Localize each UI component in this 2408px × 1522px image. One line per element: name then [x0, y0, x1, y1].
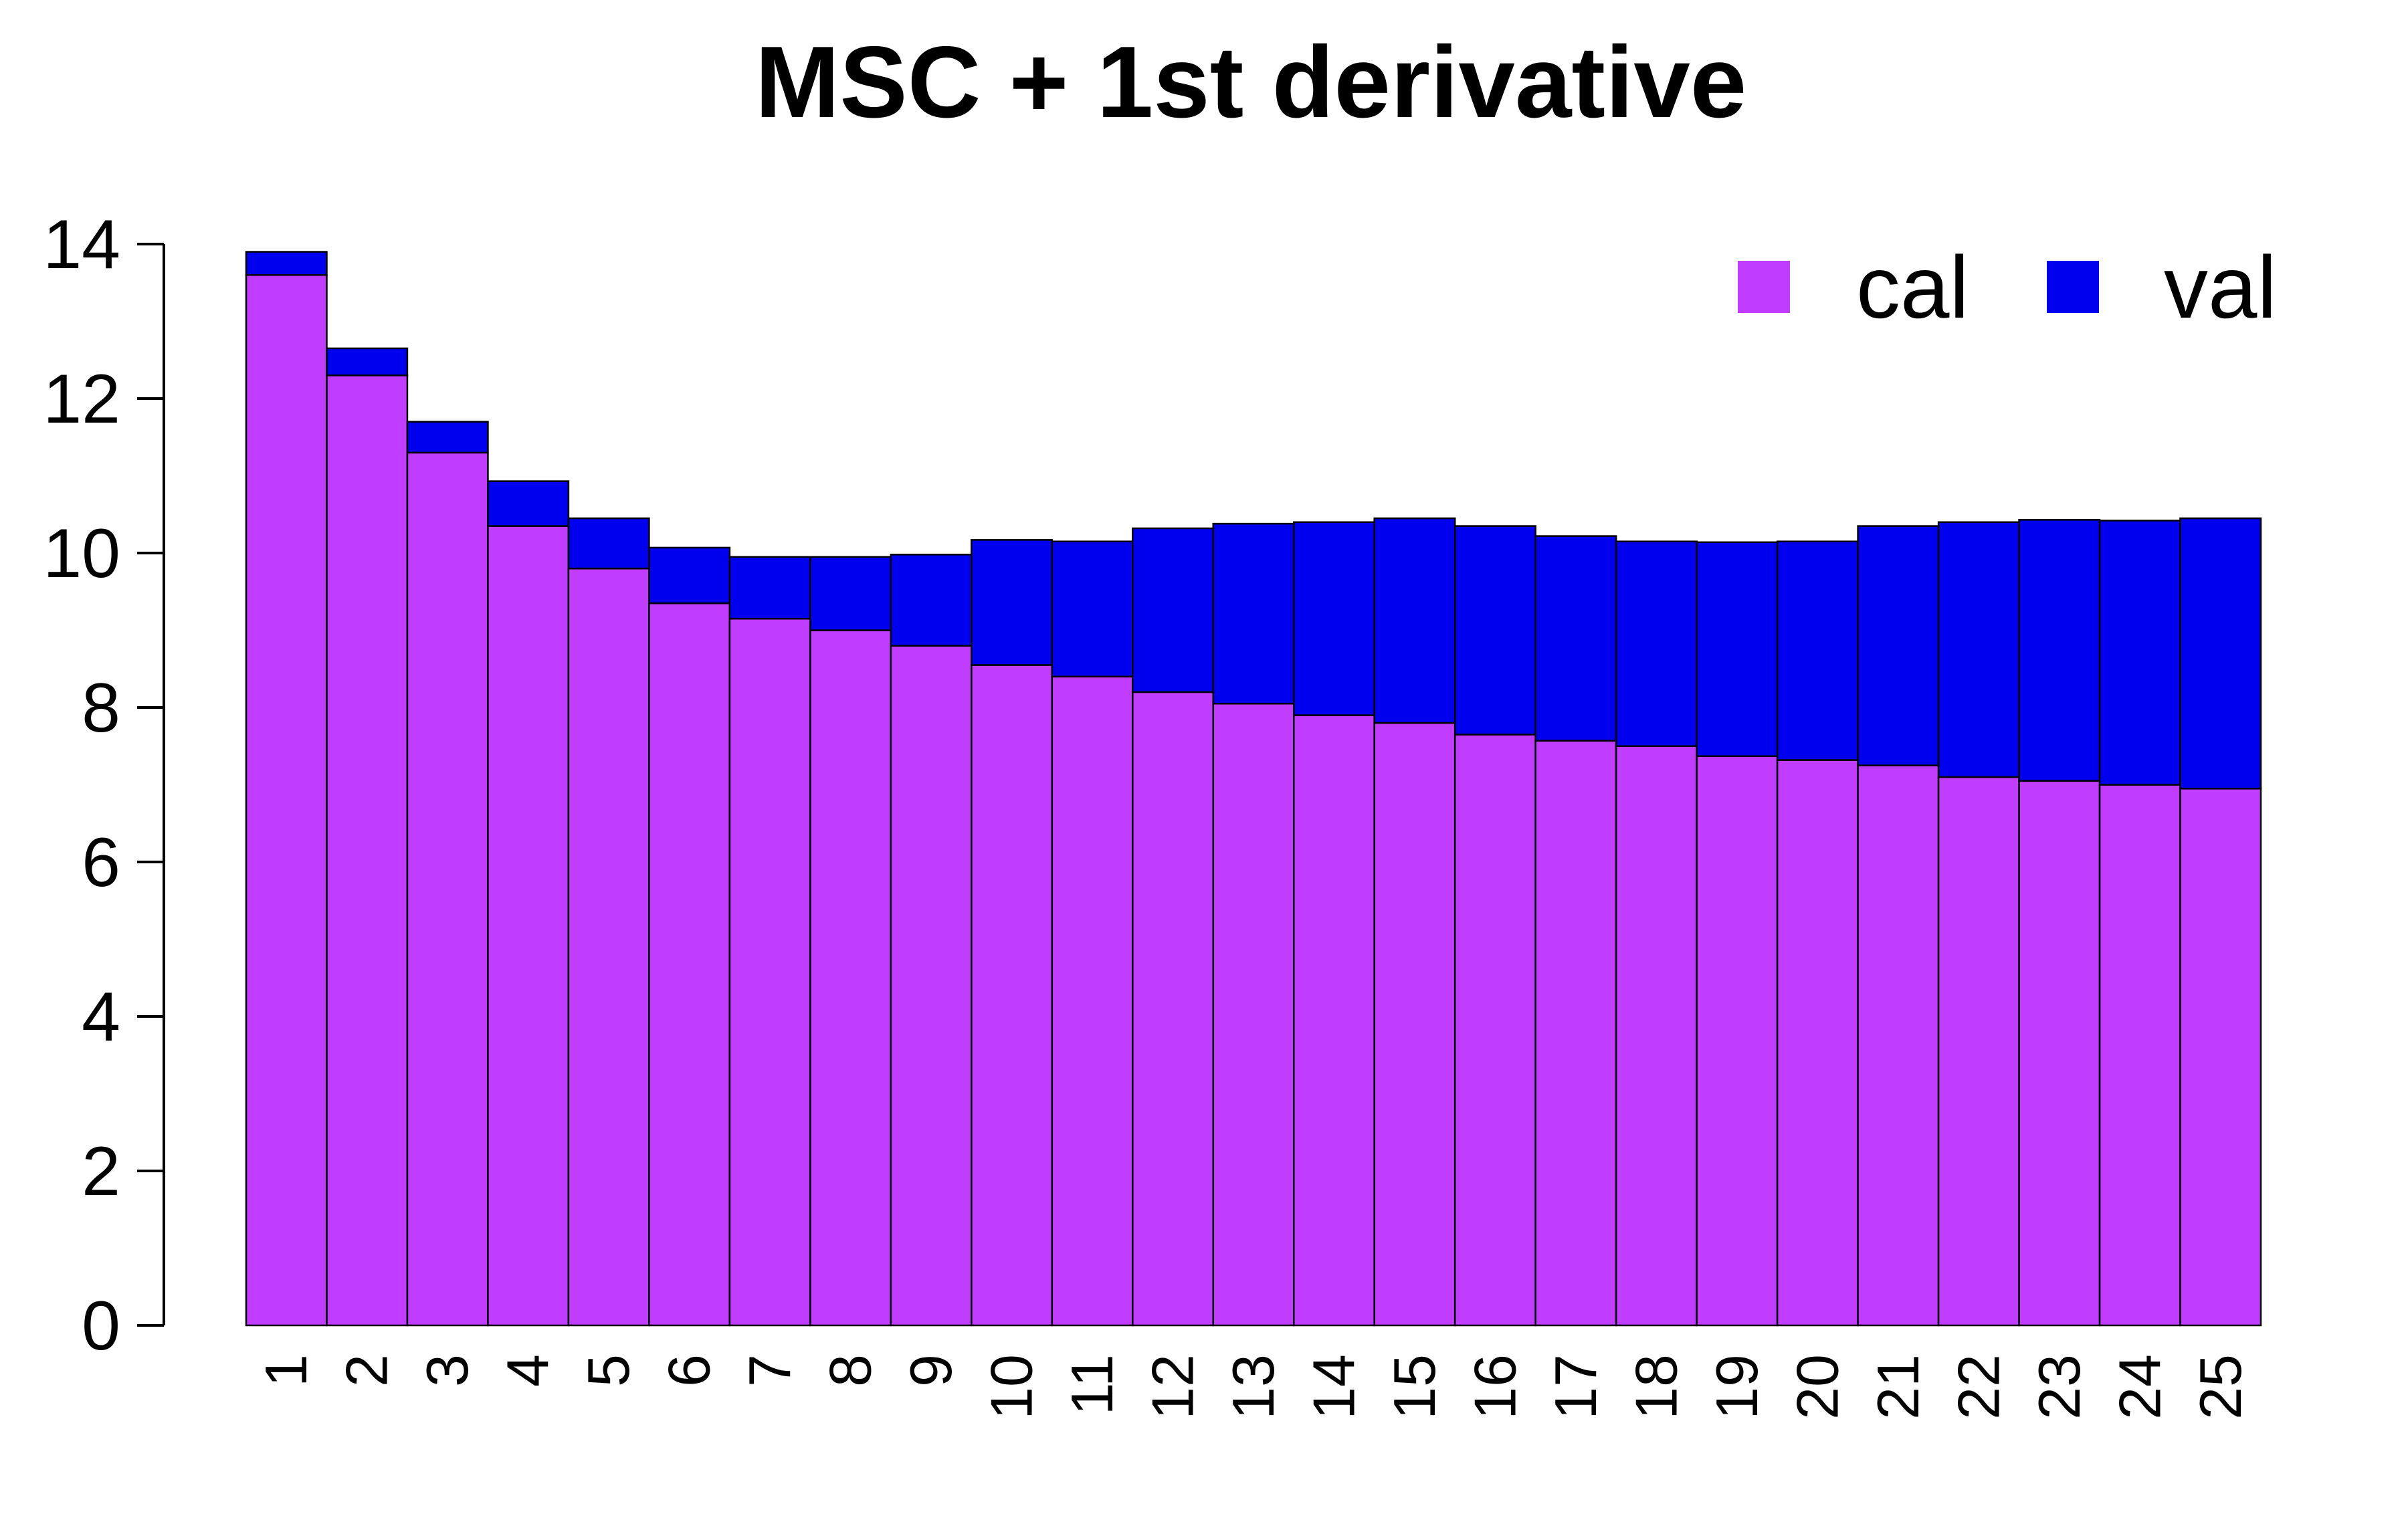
bar-val-13: [1212, 522, 1295, 705]
bar-val-2: [326, 347, 409, 376]
bar-val-24: [2098, 520, 2181, 786]
y-tick-label: 2: [82, 1133, 120, 1210]
legend-swatch-cal: [1738, 261, 1790, 313]
bar-cal-15: [1373, 722, 1456, 1327]
bar-cal-2: [326, 374, 409, 1327]
bar-cal-20: [1776, 759, 1859, 1327]
y-tick-label: 10: [43, 515, 120, 592]
y-tick-label: 6: [82, 824, 120, 901]
x-tick-label: 22: [1945, 1354, 2011, 1420]
bar-cal-6: [648, 602, 731, 1327]
legend-swatch-val: [2047, 261, 2099, 313]
x-tick-label: 23: [2026, 1354, 2092, 1420]
y-axis: 0 2 4 6 8 10 12 14: [43, 206, 165, 1365]
x-tick-label: 20: [1784, 1354, 1850, 1420]
bar-val-18: [1615, 540, 1698, 747]
bar-cal-10: [971, 664, 1054, 1327]
y-tick-label: 0: [82, 1287, 120, 1365]
x-tick-label: 1: [253, 1354, 319, 1387]
x-tick-label: 10: [979, 1354, 1045, 1420]
bar-val-3: [406, 421, 489, 454]
bar-cal-4: [487, 525, 570, 1327]
bar-val-1: [245, 251, 328, 276]
bar-val-23: [2018, 519, 2101, 782]
bar-cal-11: [1051, 675, 1134, 1327]
bar-val-6: [648, 546, 731, 605]
bar-cal-23: [2018, 780, 2101, 1327]
bar-val-16: [1453, 525, 1536, 736]
y-tick-label: 12: [43, 360, 120, 438]
bar-cal-25: [2179, 788, 2262, 1327]
x-tick-label: 2: [334, 1354, 400, 1387]
x-tick-label: 12: [1140, 1354, 1206, 1420]
x-tick-label: 3: [414, 1354, 480, 1387]
y-tick-label: 4: [82, 978, 120, 1056]
bar-cal-22: [1937, 776, 2020, 1327]
x-tick-label: 21: [1865, 1354, 1931, 1420]
x-axis: 1 2 3 4 5 6 7 8 9 10 11 12 13 14 15 16 17 18 19 20 21 22 23 24 2…: [253, 1354, 2253, 1420]
bar-val-22: [1937, 521, 2020, 778]
bar-cal-8: [809, 629, 892, 1327]
bar-val-14: [1292, 521, 1375, 716]
bars: [245, 251, 2262, 1327]
x-tick-label: 24: [2106, 1354, 2173, 1420]
bar-val-5: [567, 517, 650, 570]
bar-cal-21: [1857, 764, 1940, 1327]
bar-val-11: [1051, 540, 1134, 678]
x-tick-label: 13: [1220, 1354, 1286, 1420]
bar-val-17: [1534, 535, 1617, 742]
bar-cal-12: [1132, 691, 1215, 1327]
x-tick-label: 8: [817, 1354, 884, 1387]
bar-cal-9: [890, 645, 973, 1327]
bar-val-20: [1776, 540, 1859, 761]
x-tick-label: 6: [656, 1354, 722, 1387]
x-tick-label: 16: [1462, 1354, 1528, 1420]
bar-val-4: [487, 480, 570, 527]
y-tick-label: 14: [43, 206, 120, 284]
x-tick-label: 15: [1381, 1354, 1447, 1420]
x-tick-label: 18: [1623, 1354, 1689, 1420]
legend: cal val: [1738, 238, 2277, 336]
bar-val-12: [1132, 527, 1215, 693]
legend-label-val: val: [2164, 238, 2277, 336]
bar-cal-1: [245, 274, 328, 1327]
bar-val-9: [890, 554, 973, 647]
y-tick-label: 8: [82, 669, 120, 747]
x-tick-label: 7: [736, 1354, 803, 1387]
bar-cal-7: [728, 617, 811, 1327]
bar-val-7: [728, 556, 811, 620]
x-tick-label: 5: [575, 1354, 641, 1387]
bar-val-15: [1373, 517, 1456, 724]
x-tick-label: 11: [1059, 1354, 1125, 1415]
bar-cal-13: [1212, 702, 1295, 1327]
bar-cal-14: [1292, 714, 1375, 1327]
chart-title: MSC + 1st derivative: [755, 25, 1747, 139]
bar-val-8: [809, 556, 892, 631]
x-tick-label: 4: [495, 1354, 561, 1387]
x-tick-label: 19: [1704, 1354, 1770, 1420]
bar-val-19: [1696, 541, 1779, 758]
bar-val-25: [2179, 517, 2262, 790]
x-tick-label: 9: [898, 1354, 964, 1387]
bar-cal-19: [1696, 755, 1779, 1327]
bar-cal-24: [2098, 784, 2181, 1327]
x-tick-label: 25: [2187, 1354, 2253, 1420]
bar-val-21: [1857, 525, 1940, 766]
bar-cal-5: [567, 567, 650, 1327]
bar-cal-16: [1453, 734, 1536, 1327]
bar-val-10: [971, 539, 1054, 666]
legend-label-cal: cal: [1856, 238, 1969, 336]
x-tick-label: 14: [1300, 1354, 1367, 1420]
bar-cal-18: [1615, 745, 1698, 1327]
bar-cal-3: [406, 451, 489, 1327]
x-tick-label: 17: [1542, 1354, 1609, 1420]
bar-cal-17: [1534, 740, 1617, 1327]
